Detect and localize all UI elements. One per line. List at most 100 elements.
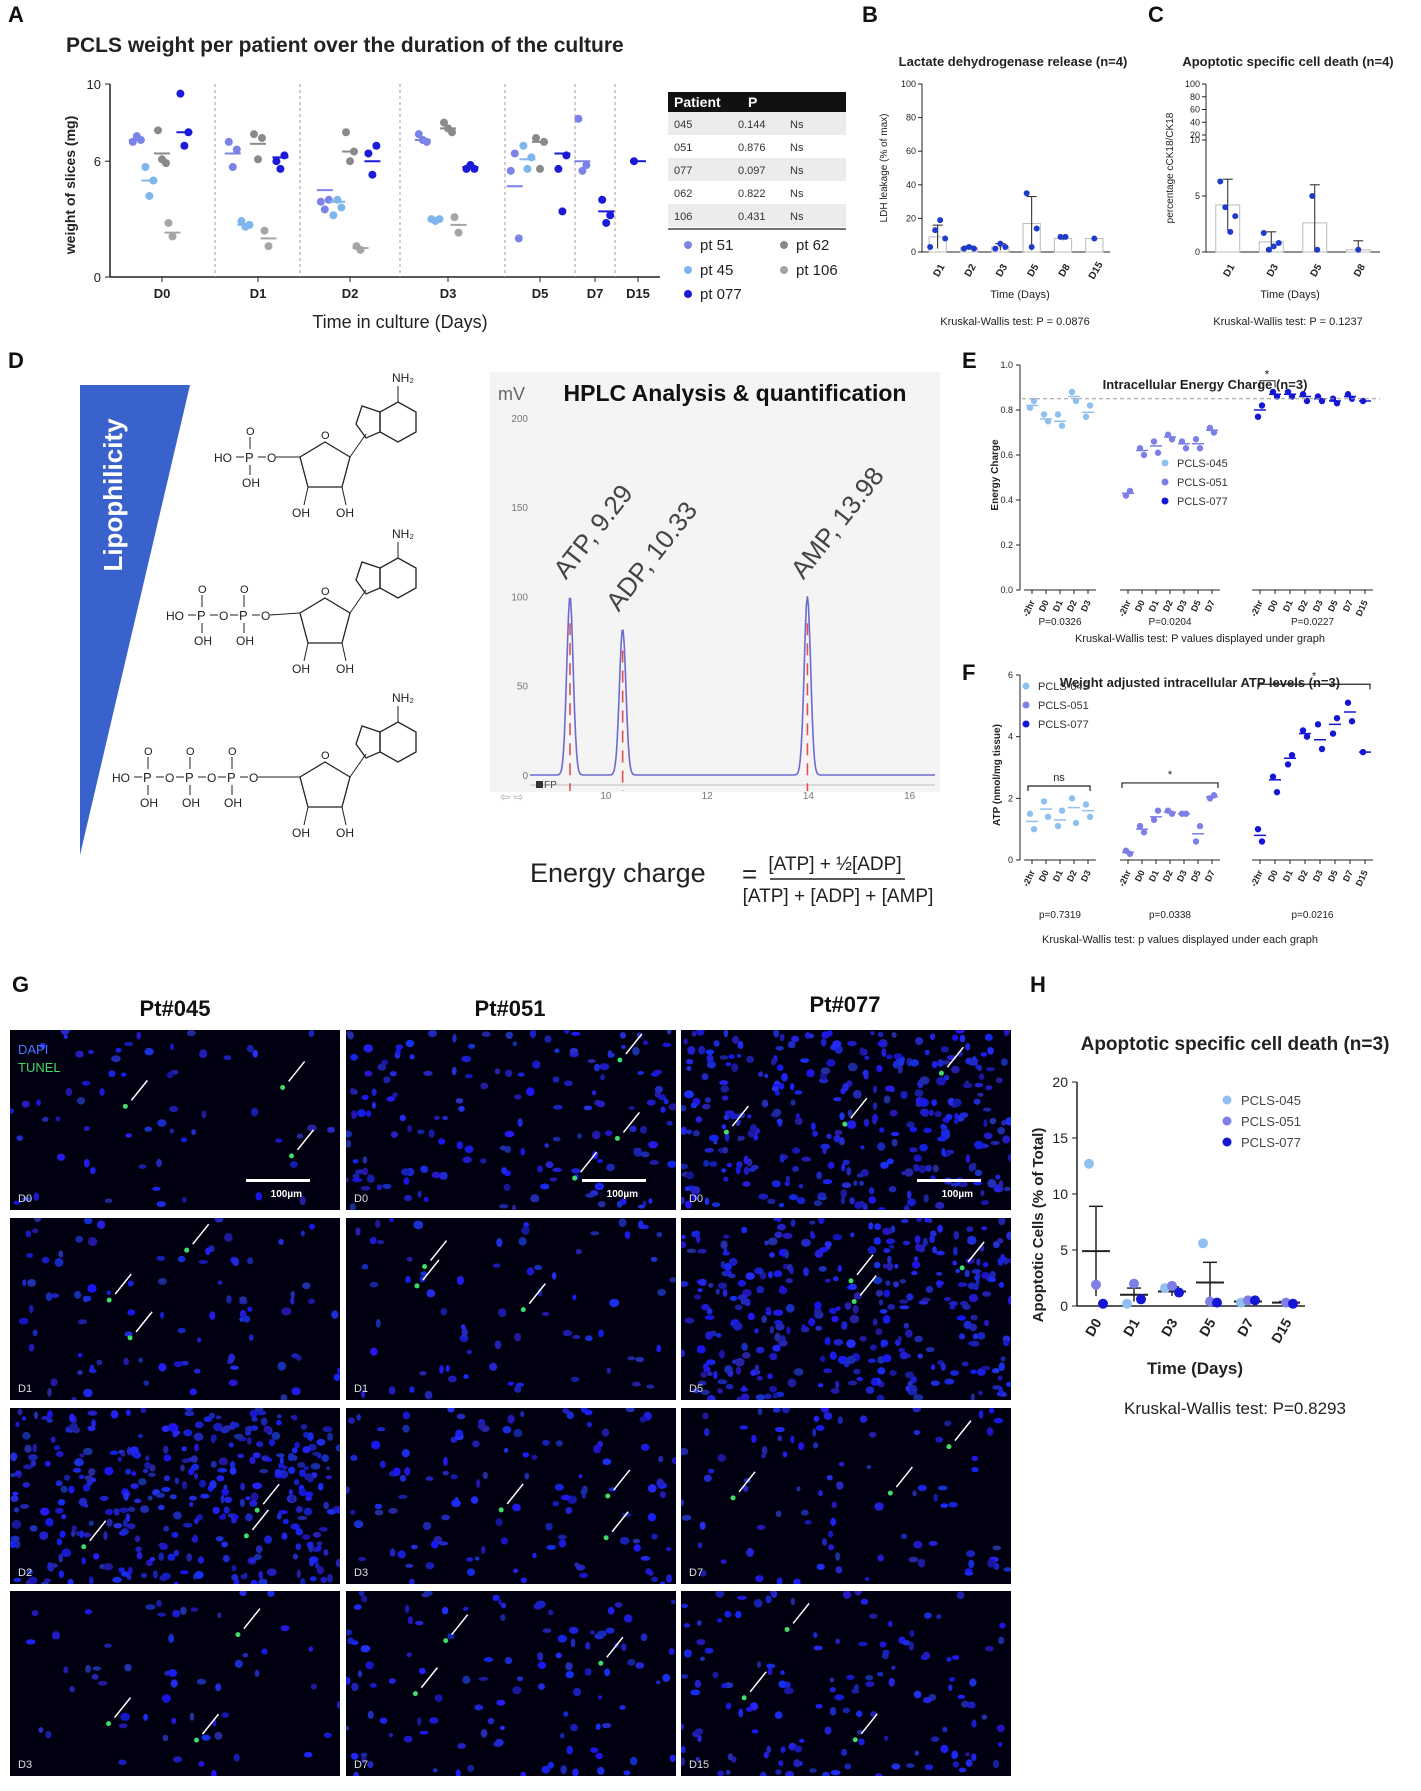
dapi-nucleus [505,1031,513,1040]
tunel-positive-cell [946,1444,952,1450]
dapi-nucleus [791,1035,800,1043]
panel-e-point [1254,413,1262,420]
dapi-nucleus [728,1257,738,1266]
dapi-nucleus [379,1717,388,1724]
dapi-nucleus [170,1043,175,1050]
dapi-nucleus [754,1364,760,1373]
panel-f-xtick-label: D2 [1161,869,1175,884]
dapi-nucleus [914,1750,919,1756]
dapi-nucleus [875,1328,883,1336]
dapi-nucleus [709,1134,719,1142]
panel-c-point [1314,246,1321,253]
dapi-nucleus [349,1203,356,1210]
dapi-nucleus [558,1539,567,1548]
dapi-nucleus [140,1573,148,1578]
dapi-nucleus [976,1065,983,1071]
dapi-nucleus [40,1507,50,1516]
dapi-nucleus [112,1576,122,1583]
dapi-nucleus [406,1256,413,1262]
dapi-nucleus [720,1260,725,1269]
phosphate-ho: HO [166,609,184,623]
dapi-nucleus [222,1554,230,1563]
dapi-nucleus [754,1328,759,1334]
panel-a-table-cell: 0.097 [738,165,766,177]
dapi-nucleus [61,1548,72,1558]
dapi-nucleus [480,1729,488,1738]
dapi-nucleus [725,1270,732,1275]
dapi-nucleus [357,1670,363,1678]
panel-b-ytick-label: 100 [901,79,916,89]
dapi-nucleus [935,1281,945,1286]
dapi-nucleus [621,1044,626,1049]
dapi-nucleus [350,1053,358,1061]
dapi-nucleus [300,1578,306,1584]
dapi-nucleus [290,1296,295,1305]
dapi-nucleus [817,1383,824,1388]
dapi-nucleus [215,1415,222,1420]
dapi-nucleus [818,1218,825,1225]
dapi-nucleus [737,1595,747,1600]
dapi-nucleus [859,1047,865,1056]
dapi-nucleus [900,1218,909,1224]
tile-nuclei [10,1408,340,1584]
hydroxyl-label: OH [292,506,310,520]
panel-a-xtick-label: D1 [250,286,267,301]
dapi-nucleus [585,1193,595,1198]
dapi-nucleus [512,1204,517,1210]
dapi-nucleus [138,1357,143,1363]
dapi-nucleus [39,1042,46,1049]
indicator-arrow [738,1471,756,1493]
dapi-nucleus [952,1655,960,1660]
panel-f-xtick-label: D1 [1147,869,1161,884]
dapi-nucleus [14,1470,22,1476]
panel-f-point [1026,810,1034,817]
dapi-nucleus [71,1530,76,1537]
hplc-ytick-label: 100 [511,592,528,603]
dapi-nucleus [992,1368,1000,1374]
dapi-nucleus [248,1334,254,1341]
dapi-nucleus [245,1513,253,1522]
dapi-nucleus [899,1351,909,1360]
dapi-nucleus [374,1509,384,1516]
dapi-nucleus [480,1158,487,1164]
hplc-mv-label: mV [498,384,525,404]
dapi-nucleus [431,1171,441,1179]
dapi-nucleus [29,1525,38,1532]
dapi-nucleus [859,1180,864,1186]
dapi-nucleus [968,1058,978,1066]
dapi-nucleus [575,1248,582,1255]
panel-f-ylabel: ATP (nmol/mg tissue) [992,724,1003,826]
dapi-nucleus [440,1307,447,1316]
dapi-nucleus [138,1164,147,1169]
dapi-nucleus [577,1133,582,1139]
dapi-nucleus [442,1115,449,1121]
dapi-nucleus [735,1357,745,1367]
dapi-nucleus [228,1353,236,1363]
dapi-nucleus [900,1090,908,1099]
dapi-nucleus [255,1192,263,1201]
tunel-positive-cell [443,1638,449,1644]
panel-a-table-cell: 045 [674,119,692,131]
dapi-nucleus [172,1609,181,1618]
dapi-nucleus [653,1069,663,1075]
dapi-nucleus [413,1220,424,1230]
dapi-nucleus [775,1046,784,1051]
dapi-nucleus [156,1158,162,1168]
dapi-nucleus [794,1117,803,1126]
dapi-nucleus [191,1537,198,1543]
dapi-nucleus [215,1683,222,1692]
panel-f-note: Kruskal-Wallis test: p values displayed … [1042,934,1318,946]
dapi-nucleus [681,1447,689,1456]
dapi-nucleus [723,1247,728,1256]
dapi-nucleus [352,1159,359,1164]
panel-a-table-row [668,135,846,158]
dapi-nucleus [663,1098,669,1105]
dapi-nucleus [875,1289,884,1297]
dapi-nucleus [580,1489,588,1495]
dapi-nucleus [504,1130,515,1138]
dapi-nucleus [88,1576,94,1584]
panel-f-point [1082,801,1090,808]
dapi-nucleus [55,1507,64,1514]
dapi-nucleus [460,1324,466,1330]
dapi-nucleus [992,1545,1002,1551]
